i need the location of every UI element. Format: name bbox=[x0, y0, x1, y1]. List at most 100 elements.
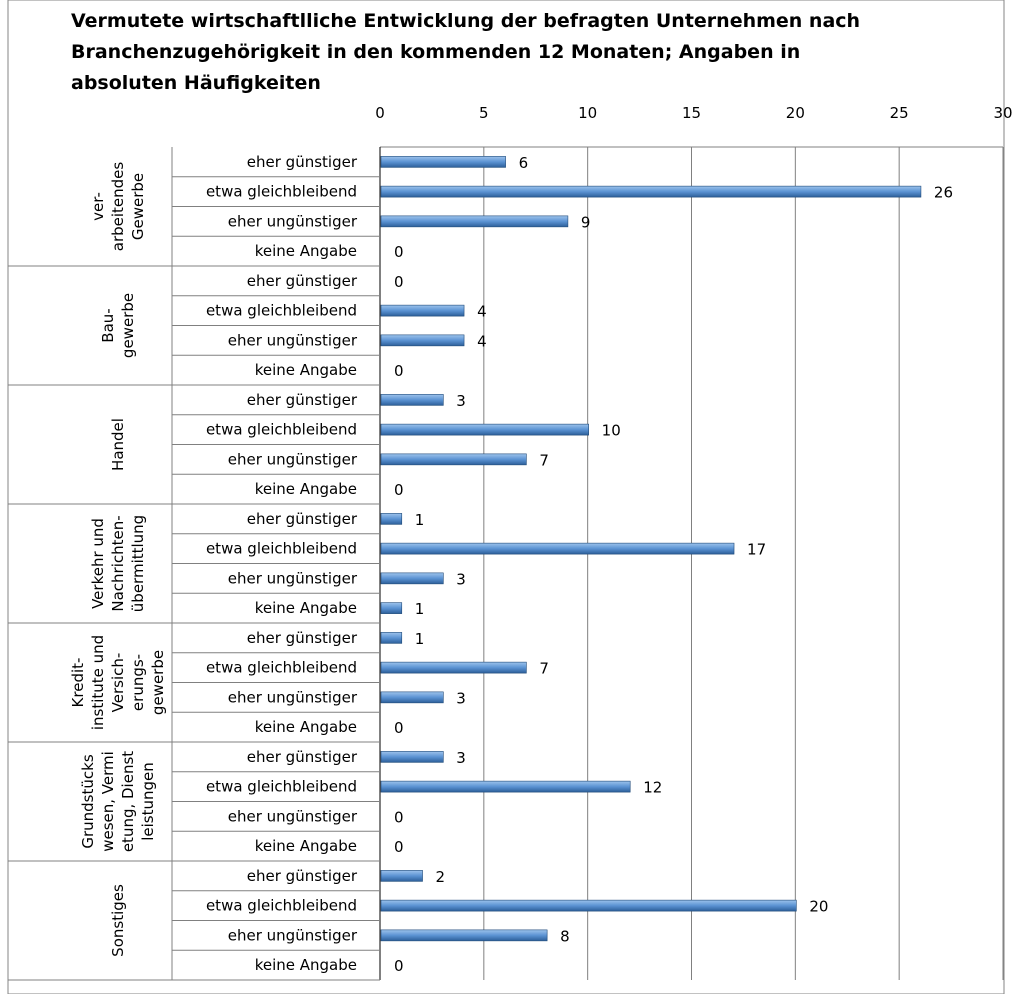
group-label-line: wesen, Vermi bbox=[99, 751, 117, 852]
bar bbox=[380, 751, 444, 763]
x-tick-label: 20 bbox=[786, 104, 805, 122]
bar bbox=[380, 334, 465, 347]
x-tick-label: 15 bbox=[682, 104, 701, 122]
group-label-line: institute und bbox=[89, 635, 107, 730]
data-label: 3 bbox=[456, 570, 466, 588]
group-label-line: gewerbe bbox=[149, 650, 167, 715]
data-label: 1 bbox=[415, 511, 425, 529]
group-label: Handel bbox=[109, 418, 127, 471]
group-label-line: etung, Dienst bbox=[119, 751, 137, 852]
bar bbox=[380, 542, 735, 555]
bar bbox=[380, 423, 589, 436]
category-label: eher günstiger bbox=[247, 510, 358, 528]
bar bbox=[380, 304, 465, 317]
bar bbox=[380, 215, 569, 228]
category-label: eher günstiger bbox=[247, 272, 358, 290]
group-label-line: Bau- bbox=[99, 308, 117, 342]
chart-frame bbox=[7, 0, 1005, 995]
category-label: eher ungünstiger bbox=[228, 688, 358, 706]
bar bbox=[380, 156, 506, 168]
group-label-line: Versich- bbox=[109, 653, 127, 713]
group-label: Bau-gewerbe bbox=[99, 293, 137, 358]
data-label: 2 bbox=[436, 868, 446, 886]
data-label: 0 bbox=[394, 719, 404, 737]
category-label: etwa gleichbleibend bbox=[206, 183, 357, 201]
bar bbox=[380, 929, 548, 942]
data-label: 0 bbox=[394, 957, 404, 975]
bar bbox=[380, 899, 797, 912]
category-label: keine Angabe bbox=[255, 242, 357, 260]
category-label: eher günstiger bbox=[247, 867, 358, 885]
bar bbox=[380, 394, 444, 406]
category-label: keine Angabe bbox=[255, 599, 357, 617]
category-label: eher ungünstiger bbox=[228, 331, 358, 349]
bar bbox=[380, 661, 527, 674]
group-label-line: Gewerbe bbox=[129, 173, 147, 240]
data-label: 26 bbox=[934, 184, 953, 202]
data-label: 3 bbox=[456, 749, 466, 767]
group-label-line: Kredit- bbox=[69, 658, 87, 708]
category-label: etwa gleichbleibend bbox=[206, 659, 357, 677]
data-label: 0 bbox=[394, 481, 404, 499]
category-label: eher ungünstiger bbox=[228, 807, 358, 825]
category-label: eher günstiger bbox=[247, 153, 358, 171]
category-label: eher ungünstiger bbox=[228, 212, 358, 230]
data-label: 20 bbox=[809, 898, 828, 916]
bar bbox=[380, 870, 423, 882]
data-label: 9 bbox=[581, 213, 591, 231]
category-label: keine Angabe bbox=[255, 480, 357, 498]
category-label: etwa gleichbleibend bbox=[206, 540, 357, 558]
data-label: 3 bbox=[456, 689, 466, 707]
group-label: Kredit-institute und Versich-erungs-gewer… bbox=[69, 635, 167, 730]
group-label-line: Verkehr und bbox=[89, 518, 107, 609]
group-label-line: ver- bbox=[89, 192, 107, 221]
bar bbox=[380, 572, 444, 585]
group-label: ver-arbeitendes Gewerbe bbox=[89, 162, 147, 252]
data-label: 0 bbox=[394, 362, 404, 380]
data-label: 10 bbox=[602, 422, 621, 440]
data-label: 8 bbox=[560, 927, 570, 945]
x-tick-label: 10 bbox=[578, 104, 597, 122]
group-label-line: leistungen bbox=[139, 762, 157, 841]
group-label-line: erungs- bbox=[129, 654, 147, 711]
chart-title-line: Branchenzugehörigkeit in den kommenden 1… bbox=[71, 41, 800, 63]
x-tick-label: 30 bbox=[993, 104, 1012, 122]
data-label: 0 bbox=[394, 838, 404, 856]
group-label-line: Sonstiges bbox=[109, 884, 127, 957]
data-label: 12 bbox=[643, 779, 662, 797]
data-label: 6 bbox=[519, 154, 529, 172]
bar bbox=[380, 691, 444, 704]
group-label-line: Grundstücks bbox=[79, 754, 97, 848]
category-label: etwa gleichbleibend bbox=[206, 421, 357, 439]
data-label: 7 bbox=[539, 451, 549, 469]
category-label: keine Angabe bbox=[255, 361, 357, 379]
category-label: keine Angabe bbox=[255, 956, 357, 974]
category-label: keine Angabe bbox=[255, 837, 357, 855]
category-label: etwa gleichbleibend bbox=[206, 897, 357, 915]
data-label: 0 bbox=[394, 243, 404, 261]
bar bbox=[380, 513, 403, 525]
group-label-line: Nachrichten- bbox=[109, 515, 127, 611]
bar bbox=[380, 632, 403, 644]
bar bbox=[380, 453, 527, 466]
group-label-line: Handel bbox=[109, 418, 127, 471]
category-label: eher günstiger bbox=[247, 629, 358, 647]
group-label: Sonstiges bbox=[109, 884, 127, 957]
data-label: 17 bbox=[747, 541, 766, 559]
data-label: 4 bbox=[477, 332, 487, 350]
category-label: etwa gleichbleibend bbox=[206, 302, 357, 320]
data-label: 7 bbox=[539, 660, 549, 678]
category-label: eher ungünstiger bbox=[228, 450, 358, 468]
category-label: eher günstiger bbox=[247, 391, 358, 409]
group-label-line: übermittlung bbox=[129, 515, 147, 612]
bar bbox=[380, 602, 403, 614]
x-tick-label: 25 bbox=[890, 104, 909, 122]
data-label: 0 bbox=[394, 808, 404, 826]
chart-title-line: absoluten Häufigkeiten bbox=[71, 72, 321, 94]
group-label-line: gewerbe bbox=[119, 293, 137, 358]
category-label: eher ungünstiger bbox=[228, 569, 358, 587]
chart-title-line: Vermutete wirtschaftlliche Entwicklung d… bbox=[71, 10, 860, 32]
data-label: 0 bbox=[394, 273, 404, 291]
category-label: keine Angabe bbox=[255, 718, 357, 736]
